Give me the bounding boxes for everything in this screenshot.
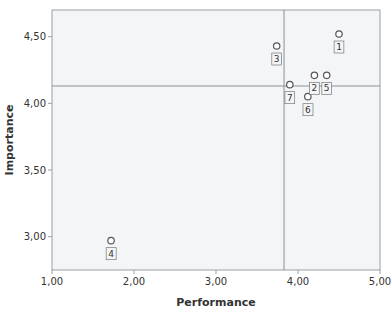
point-label-group: 3 [272, 53, 282, 65]
plot-area [52, 10, 380, 270]
point [273, 43, 279, 49]
y-tick-label: 3,00 [24, 231, 46, 242]
point-label-group: 1 [334, 41, 344, 53]
point [336, 31, 342, 37]
ticks: 1,00 2,00 3,00 4,00 5,00 3,00 3,50 4,00 4,50 [24, 31, 391, 287]
x-tick-label: 3,00 [205, 276, 227, 287]
plot-data [52, 10, 380, 270]
point-label-group: 7 [285, 92, 295, 104]
x-tick-label: 4,00 [287, 276, 309, 287]
point [311, 72, 317, 78]
x-tick-label: 5,00 [369, 276, 391, 287]
y-tick [48, 36, 52, 37]
y-tick-label: 4,50 [24, 31, 46, 42]
y-tick [48, 236, 52, 237]
point-label-box [310, 82, 320, 94]
point-label-group: 2 [310, 82, 320, 94]
x-tick [134, 270, 135, 274]
point-label: 7 [287, 93, 293, 103]
point-label-box [272, 53, 282, 65]
point [287, 81, 293, 87]
point-labels: 1 2 3 4 5 6 7 [106, 41, 344, 260]
y-tick-label: 4,00 [24, 98, 46, 109]
point [324, 72, 330, 78]
y-tick-label: 3,50 [24, 165, 46, 176]
x-tick [52, 270, 53, 274]
point-label-box [106, 248, 116, 260]
point [108, 237, 114, 243]
x-tick [216, 270, 217, 274]
point-label-group: 4 [106, 248, 116, 260]
x-tick [380, 270, 381, 274]
point-label-box [285, 92, 295, 104]
point-label: 1 [336, 42, 342, 52]
point-label-box [303, 104, 313, 116]
point-label-box [322, 82, 332, 94]
y-tick [48, 170, 52, 171]
point-label: 5 [324, 83, 330, 93]
point-label: 6 [305, 105, 311, 115]
point-label-group: 5 [322, 82, 332, 94]
x-tick-label: 2,00 [123, 276, 145, 287]
point-label-box [334, 41, 344, 53]
chart-svg: 1,00 2,00 3,00 4,00 5,00 3,00 3,50 4,00 4,50 Perf… [0, 0, 392, 312]
point-label: 2 [312, 83, 318, 93]
y-axis-label: Importance [3, 105, 16, 176]
x-tick-label: 1,00 [41, 276, 63, 287]
x-axis-label: Performance [176, 296, 255, 309]
point-label: 4 [108, 249, 114, 259]
point-label: 3 [274, 54, 280, 64]
y-tick [48, 103, 52, 104]
chart-container: 1,00 2,00 3,00 4,00 5,00 3,00 3,50 4,00 4,50 Perf… [0, 0, 392, 312]
x-tick [298, 270, 299, 274]
point-label-group: 6 [303, 104, 313, 116]
crosshair-x [284, 10, 285, 270]
